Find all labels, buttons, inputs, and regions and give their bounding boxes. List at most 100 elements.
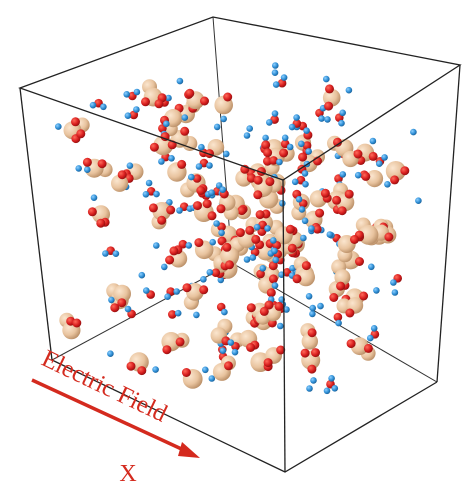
edge bbox=[20, 88, 52, 360]
atom bbox=[302, 218, 309, 225]
edge bbox=[437, 65, 460, 382]
atom bbox=[225, 260, 234, 269]
atom bbox=[262, 135, 269, 142]
atom bbox=[96, 219, 105, 228]
atom bbox=[324, 116, 331, 123]
atom bbox=[345, 190, 354, 199]
atom bbox=[346, 87, 353, 94]
atom bbox=[175, 310, 182, 317]
atom bbox=[261, 140, 270, 149]
atom bbox=[390, 175, 399, 184]
atom bbox=[84, 166, 91, 173]
atom bbox=[158, 158, 165, 165]
atom bbox=[299, 206, 306, 213]
field-label: Electric Field bbox=[37, 345, 171, 428]
atom bbox=[202, 367, 209, 374]
atom bbox=[168, 155, 175, 162]
atom bbox=[355, 172, 362, 179]
atom bbox=[302, 261, 311, 270]
atom bbox=[264, 225, 271, 232]
atom bbox=[298, 153, 307, 162]
atom bbox=[269, 274, 278, 283]
atom bbox=[137, 366, 146, 375]
atom bbox=[329, 293, 338, 302]
atom bbox=[196, 163, 203, 170]
atom bbox=[298, 141, 305, 148]
atom bbox=[169, 246, 178, 255]
atom bbox=[176, 207, 183, 214]
atom bbox=[134, 89, 141, 96]
atom bbox=[198, 144, 205, 151]
atom bbox=[308, 328, 317, 337]
atom bbox=[321, 189, 330, 198]
atom bbox=[325, 84, 334, 93]
atom bbox=[332, 196, 341, 205]
atom bbox=[318, 115, 325, 122]
atom bbox=[180, 127, 189, 136]
atom bbox=[153, 242, 160, 249]
atom bbox=[125, 112, 132, 119]
atom bbox=[123, 91, 130, 98]
atom bbox=[75, 165, 82, 172]
atom bbox=[315, 209, 324, 218]
atom bbox=[271, 248, 278, 255]
atom bbox=[208, 189, 215, 196]
atom bbox=[185, 89, 194, 98]
atom bbox=[272, 110, 279, 117]
atom bbox=[279, 149, 288, 158]
atom bbox=[209, 239, 216, 246]
atom bbox=[88, 207, 97, 216]
atom bbox=[272, 69, 279, 76]
atom bbox=[246, 125, 253, 132]
axis-label: X bbox=[119, 461, 136, 487]
atom bbox=[266, 119, 273, 126]
atom bbox=[146, 180, 153, 187]
atom bbox=[100, 104, 107, 111]
atom bbox=[72, 319, 81, 328]
atom bbox=[270, 237, 277, 244]
figure: Electric Field X bbox=[0, 0, 472, 489]
box-back-edges bbox=[52, 17, 437, 382]
atom bbox=[182, 368, 191, 377]
atom bbox=[371, 325, 378, 332]
atom bbox=[177, 78, 184, 85]
atom bbox=[245, 226, 254, 235]
atom bbox=[143, 287, 150, 294]
atom bbox=[272, 62, 279, 69]
atom bbox=[305, 148, 312, 155]
atom bbox=[308, 225, 315, 232]
atom bbox=[182, 114, 189, 121]
atom bbox=[127, 162, 134, 169]
atom bbox=[339, 110, 346, 117]
atom bbox=[232, 349, 239, 356]
arrow-head bbox=[178, 442, 200, 458]
atom bbox=[244, 132, 251, 139]
edge bbox=[20, 17, 460, 180]
atom bbox=[373, 287, 380, 294]
atom bbox=[162, 345, 171, 354]
atom bbox=[237, 206, 246, 215]
atom bbox=[152, 366, 159, 373]
atom bbox=[367, 335, 374, 342]
atom bbox=[247, 303, 256, 312]
atom bbox=[246, 343, 255, 352]
atom bbox=[244, 256, 251, 263]
atom bbox=[410, 129, 417, 136]
atom bbox=[228, 339, 235, 346]
atom bbox=[340, 171, 347, 178]
atom bbox=[90, 102, 97, 109]
atom bbox=[390, 279, 397, 286]
atom bbox=[113, 250, 120, 257]
atom bbox=[272, 257, 279, 264]
atom bbox=[118, 170, 127, 179]
atom bbox=[303, 127, 310, 134]
atom bbox=[338, 206, 347, 215]
atom bbox=[251, 235, 260, 244]
atom bbox=[281, 74, 288, 81]
atom bbox=[203, 199, 212, 208]
atom bbox=[347, 339, 356, 348]
atom bbox=[165, 256, 174, 265]
atom bbox=[287, 144, 294, 151]
atom bbox=[141, 97, 150, 106]
atom bbox=[323, 76, 330, 83]
